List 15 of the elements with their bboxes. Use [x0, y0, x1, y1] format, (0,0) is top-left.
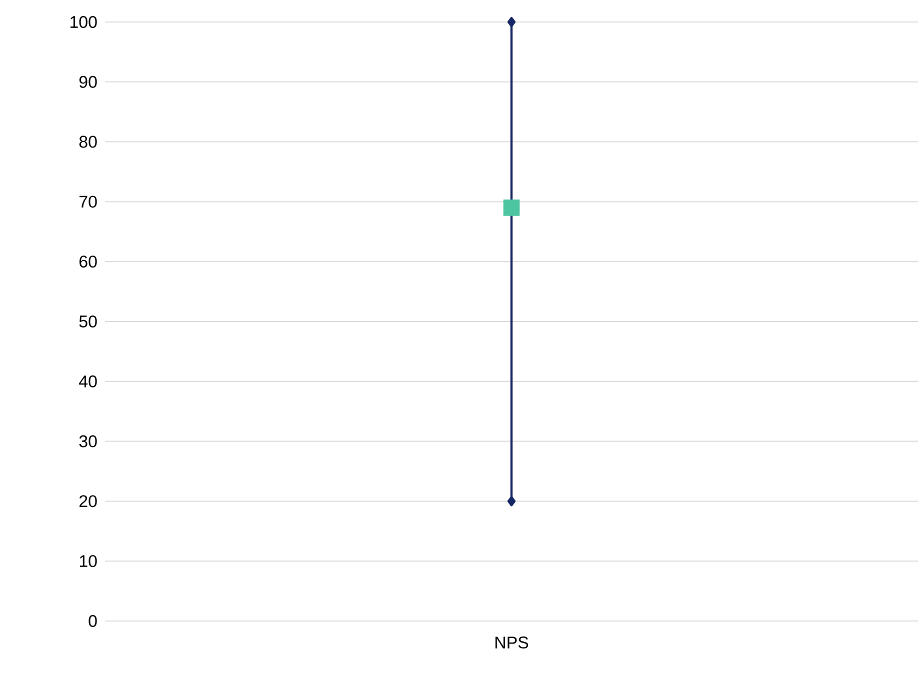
y-tick-label: 60	[80, 256, 97, 268]
point	[507, 496, 516, 506]
y-tick-label: 100	[70, 16, 97, 28]
y-tick-label: 40	[79, 375, 97, 388]
y-tick-label: 20	[80, 495, 97, 508]
y-tick-label: 10	[80, 555, 97, 568]
point	[507, 16, 516, 28]
y-tick-label: 70	[80, 196, 97, 208]
x-tick-label: NPS	[495, 636, 528, 649]
y-tick-label: 30	[79, 435, 97, 448]
point	[503, 200, 520, 216]
y-tick-label: 0	[88, 615, 97, 627]
y-tick-label: 50	[79, 316, 97, 328]
y-tick-label: 90	[79, 76, 97, 88]
y-tick-label: 80	[79, 136, 97, 148]
